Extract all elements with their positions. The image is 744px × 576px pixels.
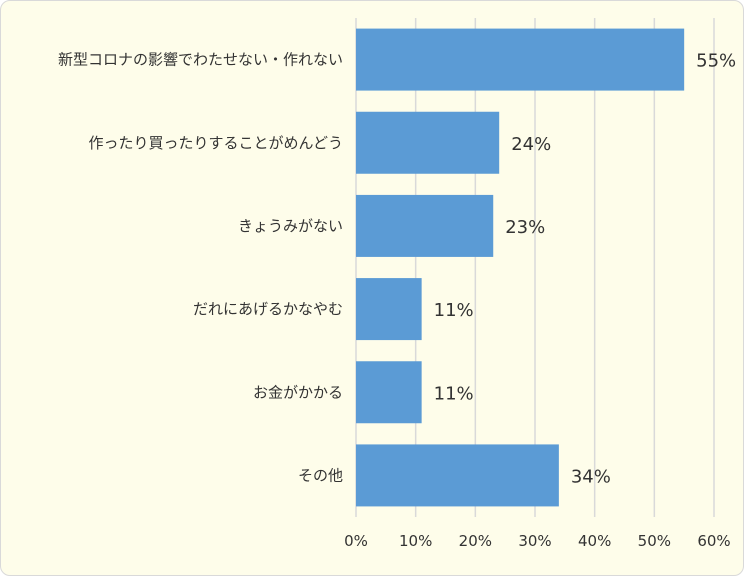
bars [356,28,685,507]
category-label: きょうみがない [238,217,343,235]
bar [356,28,685,91]
bar [356,444,559,507]
x-tick-label: 10% [399,532,432,550]
category-label: その他 [298,466,343,484]
data-label: 23% [505,217,545,238]
bar [356,194,494,257]
x-axis-ticks: 0% 10% 20% 30% 40% 50% 60% [344,532,731,550]
category-label: お金がかかる [253,383,343,401]
bar [356,278,422,341]
x-tick-label: 40% [578,532,611,550]
category-label: だれにあげるかなやむ [193,300,343,318]
category-label: 新型コロナの影響でわたせない・作れない [58,51,343,69]
data-labels: 55% 24% 23% 11% 11% 34% [434,51,737,488]
data-label: 24% [511,134,551,155]
category-labels: 新型コロナの影響でわたせない・作れない作ったり買ったりすることがめんどうきょうみ… [58,51,343,485]
x-tick-label: 60% [697,532,730,550]
bar [356,111,500,174]
x-tick-label: 0% [344,532,368,550]
bar [356,361,422,424]
x-tick-label: 20% [459,532,492,550]
data-label: 11% [434,383,474,404]
x-tick-label: 50% [638,532,671,550]
category-label: 作ったり買ったりすることがめんどう [88,134,343,152]
gridlines [355,18,715,517]
data-label: 34% [571,466,611,487]
data-label: 55% [696,51,736,72]
x-tick-label: 30% [518,532,551,550]
data-label: 11% [434,300,474,321]
